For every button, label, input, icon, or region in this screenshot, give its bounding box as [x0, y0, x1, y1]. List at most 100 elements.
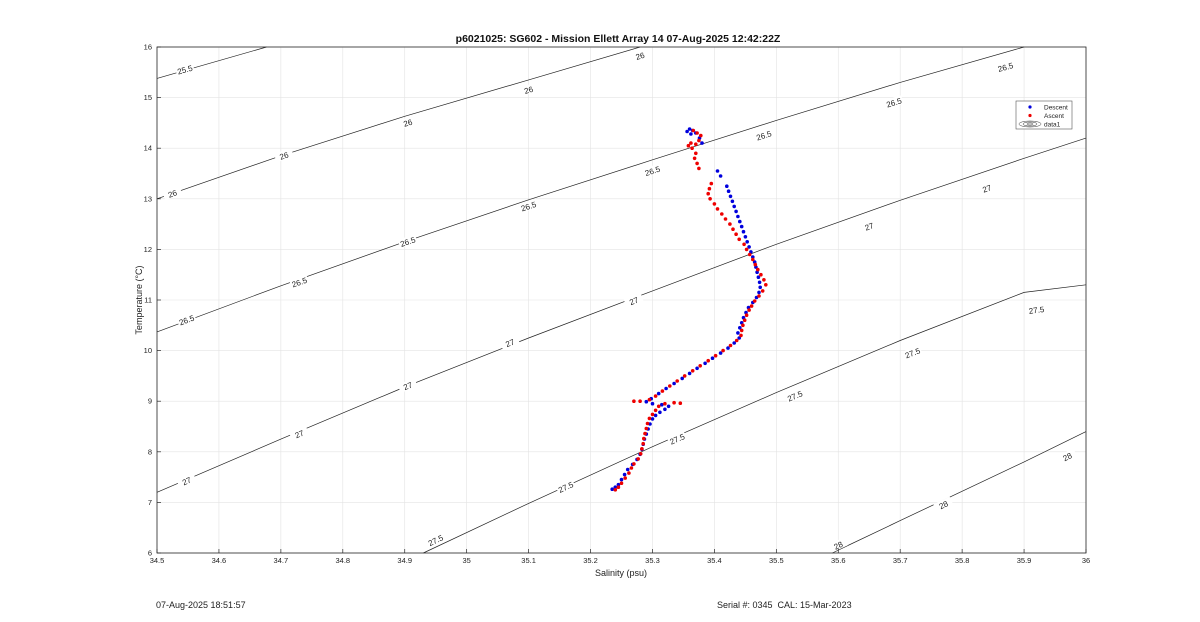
footer-timestamp: 07-Aug-2025 18:51:57 [156, 600, 246, 610]
descent-point [738, 219, 742, 224]
descent-point [751, 255, 755, 259]
legend: Descent Ascent data1 [1015, 100, 1073, 130]
descent-point [710, 356, 715, 361]
descent-point [734, 209, 738, 214]
descent-point [650, 401, 655, 406]
descent-point [660, 402, 664, 407]
ascent-point [643, 431, 647, 436]
contour-line [156, 46, 641, 200]
ascent-point [645, 421, 650, 426]
ascent-point [668, 384, 672, 388]
contour-label: 27.5 [1026, 304, 1046, 316]
ascent-point [721, 348, 725, 353]
ascent-point [742, 242, 746, 247]
descent-point [656, 391, 661, 396]
descent-point [658, 410, 662, 415]
descent-point [743, 235, 748, 239]
y-tick-label: 8 [148, 447, 152, 456]
legend-descent-label: Descent [1044, 105, 1068, 112]
descent-point [650, 417, 655, 421]
x-tick-label: 35.3 [645, 556, 660, 565]
descent-point [736, 331, 740, 335]
descent-point [616, 482, 621, 487]
descent-point [625, 467, 630, 472]
descent-point [738, 326, 742, 330]
descent-point [741, 229, 746, 234]
density-contours: 25.5262626262626.526.526.526.526.526.526… [156, 46, 1087, 554]
ascent-point [623, 476, 627, 480]
ascent-point [642, 436, 646, 441]
descent-point [745, 240, 749, 244]
ascent-point [756, 267, 760, 272]
chart-title: p6021025: SG602 - Mission Ellett Array 1… [456, 33, 781, 45]
data-points [610, 127, 768, 492]
ascent-point [752, 299, 757, 303]
ascent-point [762, 278, 766, 282]
y-axis-label: Temperature (°C) [134, 265, 144, 334]
ascent-point [647, 397, 652, 402]
contour-label: 26.5 [995, 59, 1016, 74]
ascent-point [692, 156, 697, 161]
y-tick-label: 15 [144, 93, 152, 102]
axis-ticks: 34.5 34.6 34.7 34.8 34.9 35 35.1 35.2 35.3 35.4 35… [144, 43, 1091, 566]
ascent-point [694, 151, 698, 156]
ascent-point [731, 227, 735, 231]
ascent-point [660, 389, 665, 393]
ascent-point [619, 481, 624, 486]
ascent-point [647, 416, 652, 421]
svg-text:28: 28 [832, 539, 844, 551]
descent-point [732, 341, 736, 345]
descent-point [680, 376, 684, 381]
svg-text:26: 26 [635, 51, 647, 62]
svg-text:28: 28 [938, 499, 950, 511]
ascent-point [747, 252, 752, 257]
svg-text:27: 27 [981, 183, 993, 195]
x-tick-label: 34.6 [212, 556, 227, 565]
ascent-point [760, 289, 765, 293]
legend-data1-label: data1 [1044, 122, 1061, 129]
legend-ascent-marker [1028, 113, 1032, 118]
y-tick-label: 11 [144, 296, 152, 305]
ascent-point [742, 318, 747, 323]
x-tick-label: 34.5 [150, 556, 165, 565]
x-tick-label: 35 [462, 556, 470, 565]
svg-text:26: 26 [523, 85, 535, 96]
ascent-point [632, 399, 636, 404]
svg-text:27: 27 [864, 221, 876, 233]
ascent-point [675, 379, 679, 383]
ascent-point [706, 191, 710, 196]
contour-line [423, 284, 1087, 554]
descent-point [653, 413, 658, 418]
svg-text:26: 26 [278, 150, 290, 161]
x-tick-label: 34.9 [397, 556, 412, 565]
ascent-point [650, 412, 655, 417]
descent-point [732, 204, 736, 209]
y-tick-label: 12 [144, 245, 152, 254]
svg-text:27: 27 [628, 295, 640, 307]
ascent-point [741, 323, 745, 328]
footer-serial-cal: Serial #: 0345 CAL: 15-Mar-2023 [717, 600, 852, 610]
descent-point [730, 199, 735, 204]
ascent-point [691, 128, 696, 133]
y-tick-label: 16 [144, 43, 152, 52]
ascent-point [638, 452, 643, 456]
x-tick-label: 36 [1082, 556, 1090, 565]
contour-line [156, 137, 1087, 493]
ascent-point [723, 217, 728, 221]
descent-point [613, 485, 618, 490]
descent-point [715, 169, 720, 173]
descent-point [687, 371, 692, 376]
ascent-point [616, 485, 621, 490]
ascent-point [751, 257, 755, 262]
descent-point [726, 189, 731, 193]
ascent-point [720, 212, 724, 216]
descent-point [718, 174, 723, 178]
contour-label: 28 [933, 496, 954, 513]
ascent-point [759, 272, 763, 277]
ascent-point [672, 400, 676, 405]
descent-point [757, 290, 761, 295]
legend-box [1015, 100, 1073, 130]
ascent-point [682, 374, 687, 378]
descent-point [666, 404, 671, 409]
ascent-point [636, 457, 640, 461]
